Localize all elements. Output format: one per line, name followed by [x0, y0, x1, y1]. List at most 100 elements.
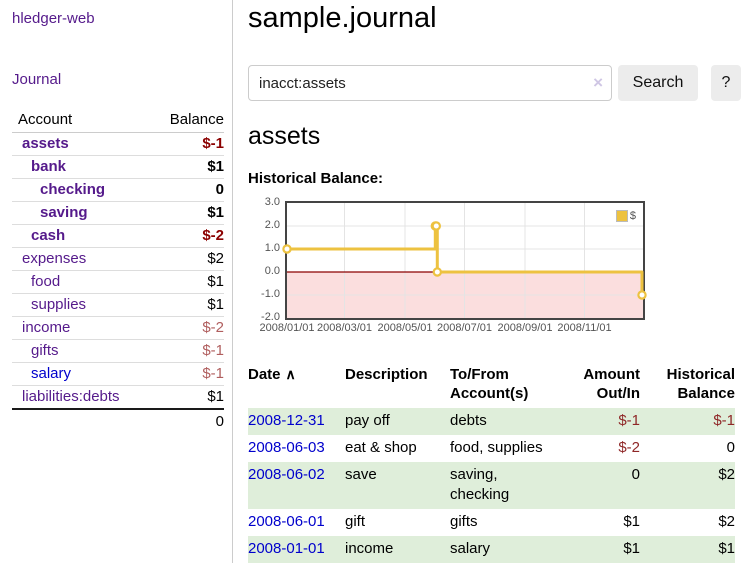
register-header-description: Description: [345, 366, 428, 383]
search-box: ×: [248, 65, 612, 101]
legend-label: $: [629, 210, 636, 222]
account-link-gifts[interactable]: gifts: [31, 342, 59, 359]
app-layout: hledger-web Journal Account Balance asse…: [0, 0, 742, 563]
account-balance: $-2: [147, 224, 224, 248]
sort-ascending-icon: ∧: [285, 366, 296, 382]
register-header-date[interactable]: Date ∧: [248, 363, 345, 408]
chart-legend: $: [615, 210, 636, 222]
account-balance: $1: [147, 385, 224, 410]
chart-plot-area: $: [282, 201, 647, 320]
account-balance: $1: [147, 155, 224, 179]
sidebar-item-journal[interactable]: Journal: [12, 71, 62, 88]
register-header-row: Date ∧ Description To/From Account(s) Amo…: [248, 363, 735, 408]
transaction-balance: $-1: [640, 408, 735, 435]
transaction-accounts: saving, checking: [450, 466, 510, 503]
help-button[interactable]: ?: [711, 65, 741, 101]
account-row: cash $-2: [12, 224, 224, 248]
transaction-balance: 0: [726, 439, 735, 456]
account-link-assets[interactable]: assets: [22, 135, 69, 152]
date-header-label: Date: [248, 366, 281, 383]
account-balance: 0: [147, 178, 224, 202]
account-link-income[interactable]: income: [22, 319, 71, 336]
account-balance: $-2: [147, 316, 224, 340]
x-tick-label: 2008/01/01: [259, 322, 315, 334]
transaction-date-link[interactable]: 2008-06-02: [248, 466, 325, 483]
legend-swatch: [615, 210, 628, 222]
accounts-total-value: 0: [147, 408, 224, 433]
transaction-amount: $1: [568, 536, 640, 563]
transaction-date-link[interactable]: 2008-12-31: [248, 412, 325, 429]
search-form: × Search ?: [248, 65, 741, 101]
account-balance: $-1: [147, 362, 224, 386]
transaction-amount: 0: [568, 462, 640, 509]
account-balance: $1: [147, 293, 224, 317]
x-tick-label: 2008/09/01: [497, 322, 553, 334]
account-link-checking[interactable]: checking: [40, 181, 106, 198]
transaction-date-link[interactable]: 2008-06-03: [248, 439, 325, 456]
transaction-date-link[interactable]: 2008-01-01: [248, 540, 325, 557]
account-link-supplies[interactable]: supplies: [31, 296, 87, 313]
account-row: food $1: [12, 270, 224, 294]
account-link-food[interactable]: food: [31, 273, 61, 290]
transaction-date-link[interactable]: 2008-06-01: [248, 513, 325, 530]
register-row: 2008-01-01 income salary $1 $1: [248, 536, 735, 563]
page-title: sample.journal: [248, 2, 437, 34]
transaction-amount: $-2: [618, 439, 640, 456]
register-table: Date ∧ Description To/From Account(s) Amo…: [248, 363, 735, 563]
account-row: salary $-1: [12, 362, 224, 386]
transaction-balance: $1: [640, 536, 735, 563]
account-balance: $1: [147, 201, 224, 225]
chart-canvas: [282, 203, 647, 318]
accounts-header-account: Account: [12, 108, 148, 133]
x-tick-label: 2008/05/01: [377, 322, 433, 334]
account-link-bank[interactable]: bank: [31, 158, 67, 175]
transaction-accounts: debts: [450, 412, 487, 429]
y-tick-label: 1.0: [264, 242, 280, 254]
register-header-accounts: To/From Account(s): [450, 366, 529, 402]
account-row: gifts $-1: [12, 339, 224, 363]
accounts-header-balance: Balance: [147, 108, 224, 133]
account-link-liabilities-debts[interactable]: liabilities:debts: [22, 388, 120, 405]
account-link-saving[interactable]: saving: [40, 204, 88, 221]
sidebar: hledger-web Journal Account Balance asse…: [0, 0, 233, 563]
account-row: supplies $1: [12, 293, 224, 317]
account-row: checking 0: [12, 178, 224, 202]
account-link-salary[interactable]: salary: [31, 365, 72, 382]
transaction-description: pay off: [345, 408, 450, 435]
account-link-expenses[interactable]: expenses: [22, 250, 87, 267]
register-row: 2008-06-03 eat & shop food, supplies $-2…: [248, 435, 735, 462]
account-balance: $-1: [147, 339, 224, 363]
account-balance: $-1: [147, 132, 224, 156]
account-row: liabilities:debts $1: [12, 385, 224, 410]
account-balances-table: Account Balance assets $-1 bank $1 check…: [12, 108, 224, 433]
search-input[interactable]: [248, 65, 612, 101]
transaction-balance: $2: [640, 462, 735, 509]
register-header-balance: Historical Balance: [666, 366, 735, 402]
chart-heading: Historical Balance:: [248, 170, 384, 187]
transaction-amount: $1: [623, 513, 640, 530]
account-balance: $2: [147, 247, 224, 271]
account-row: bank $1: [12, 155, 224, 179]
x-tick-label: 2008/11/01: [557, 322, 612, 334]
search-button[interactable]: Search: [618, 65, 698, 101]
account-row: expenses $2: [12, 247, 224, 271]
account-link-cash[interactable]: cash: [31, 227, 66, 244]
x-tick-label: 2008/03/01: [316, 322, 373, 334]
transaction-amount: $-1: [568, 408, 640, 435]
clear-search-icon[interactable]: ×: [593, 73, 603, 92]
y-tick-label: 3.0: [264, 196, 280, 208]
main-content: sample.journal × Search ? assets Histori…: [233, 0, 742, 563]
account-balance: $1: [147, 270, 224, 294]
transaction-accounts: salary: [450, 540, 491, 557]
account-row: assets $-1: [12, 132, 224, 156]
account-page-title: assets: [248, 122, 321, 150]
y-tick-label: 2.0: [264, 219, 280, 231]
brand-link[interactable]: hledger-web: [12, 10, 95, 27]
account-row: income $-2: [12, 316, 224, 340]
register-row: 2008-06-01 gift gifts $1 $2: [248, 509, 735, 536]
y-tick-label: -2.0: [261, 311, 280, 323]
transaction-description: income: [345, 536, 450, 563]
y-tick-label: -1.0: [261, 288, 280, 300]
gridlines: [287, 203, 643, 318]
register-row: 2008-12-31 pay off debts $-1 $-1: [248, 408, 735, 435]
